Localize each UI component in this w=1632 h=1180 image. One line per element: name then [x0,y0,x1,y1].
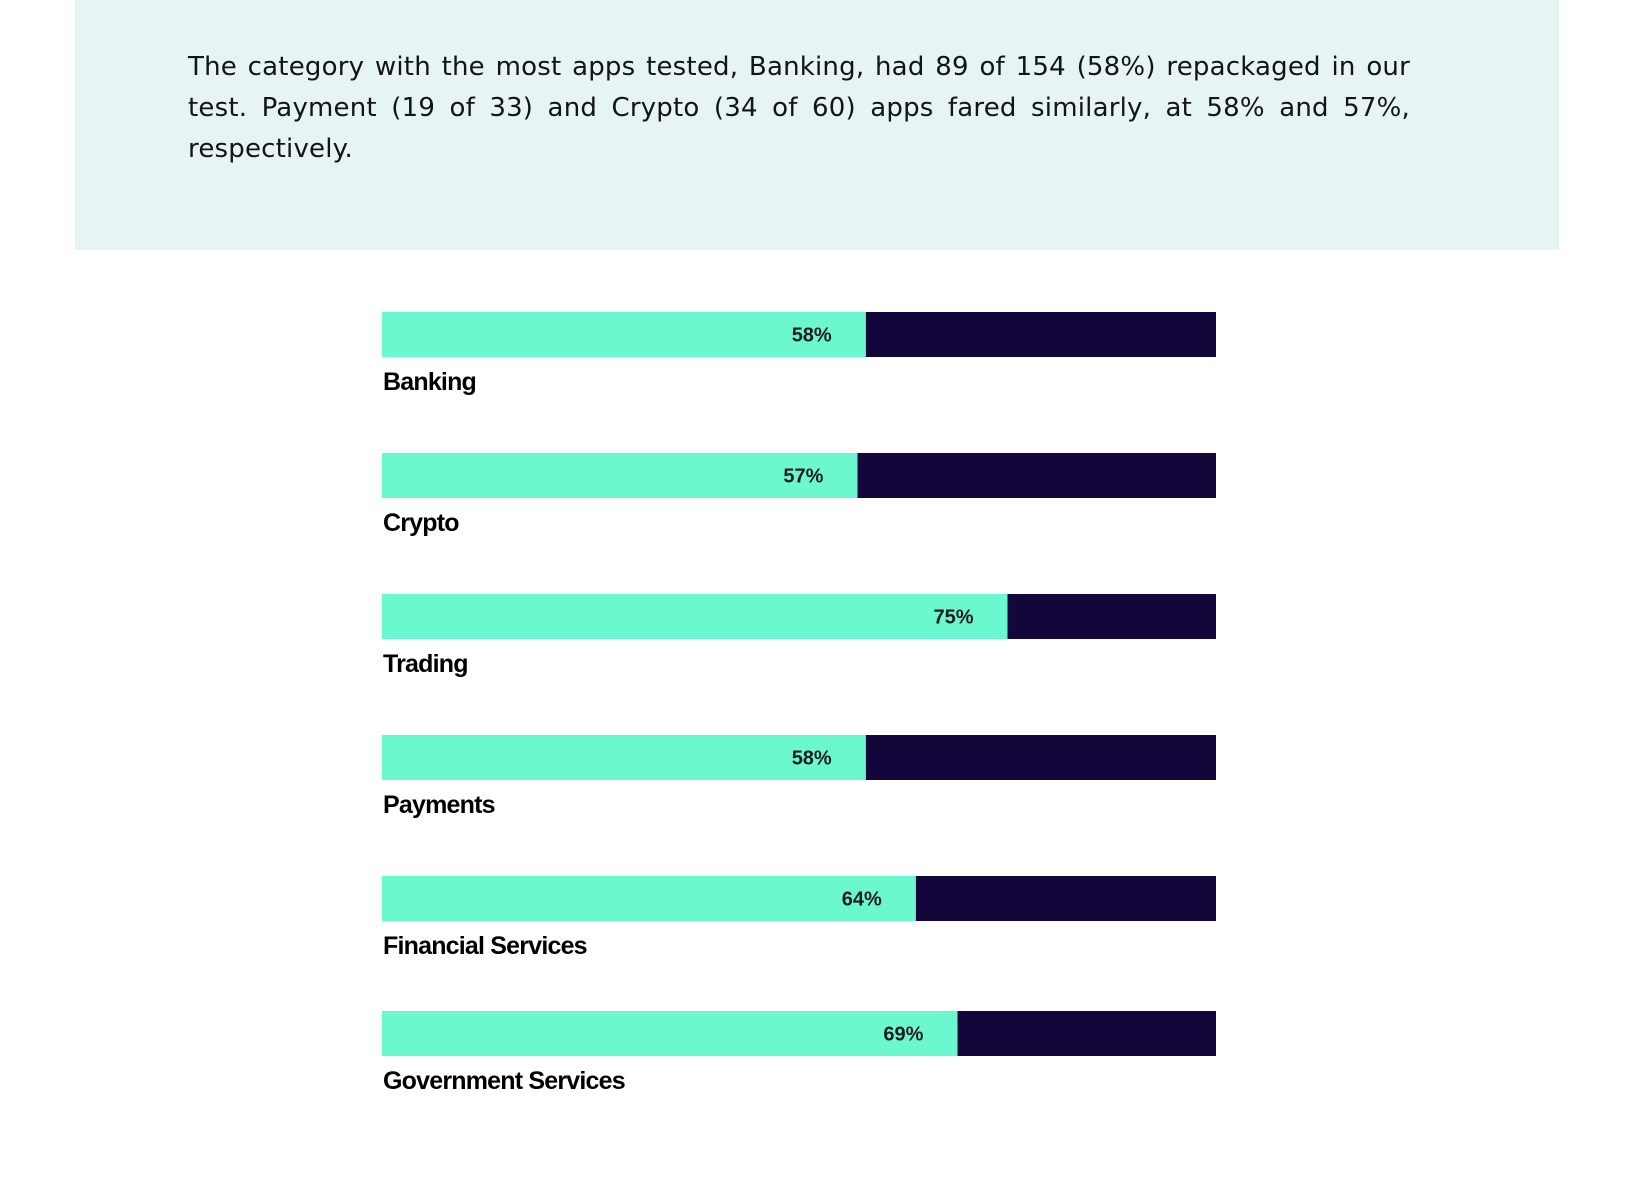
bar-remainder-crypto [857,453,1216,498]
category-label-financial-services: Financial Services [383,932,587,960]
bar-repackaged-financial-services [382,876,916,921]
bar-remainder-trading [1007,594,1216,639]
value-label-banking: 58% [792,325,832,347]
bar-repackaged-banking [382,312,866,357]
value-label-payments: 58% [792,748,832,770]
category-label-banking: Banking [383,368,476,396]
category-label-payments: Payments [383,791,495,819]
value-label-crypto: 57% [783,466,823,488]
value-label-trading: 75% [933,607,973,629]
bar-remainder-payments [865,735,1216,780]
intro-text: The category with the most apps tested, … [188,52,1410,164]
bar-repackaged-payments [382,735,866,780]
bar-remainder-government-services [957,1011,1216,1056]
bar-repackaged-crypto [382,453,858,498]
bar-remainder-financial-services [915,876,1216,921]
bar-repackaged-trading [382,594,1008,639]
bar-remainder-banking [865,312,1216,357]
category-label-trading: Trading [383,650,468,678]
intro-panel: The category with the most apps tested, … [75,0,1559,250]
value-label-government-services: 69% [883,1024,923,1046]
category-label-crypto: Crypto [383,509,459,537]
category-label-government-services: Government Services [383,1067,625,1095]
bar-repackaged-government-services [382,1011,958,1056]
value-label-financial-services: 64% [842,889,882,911]
